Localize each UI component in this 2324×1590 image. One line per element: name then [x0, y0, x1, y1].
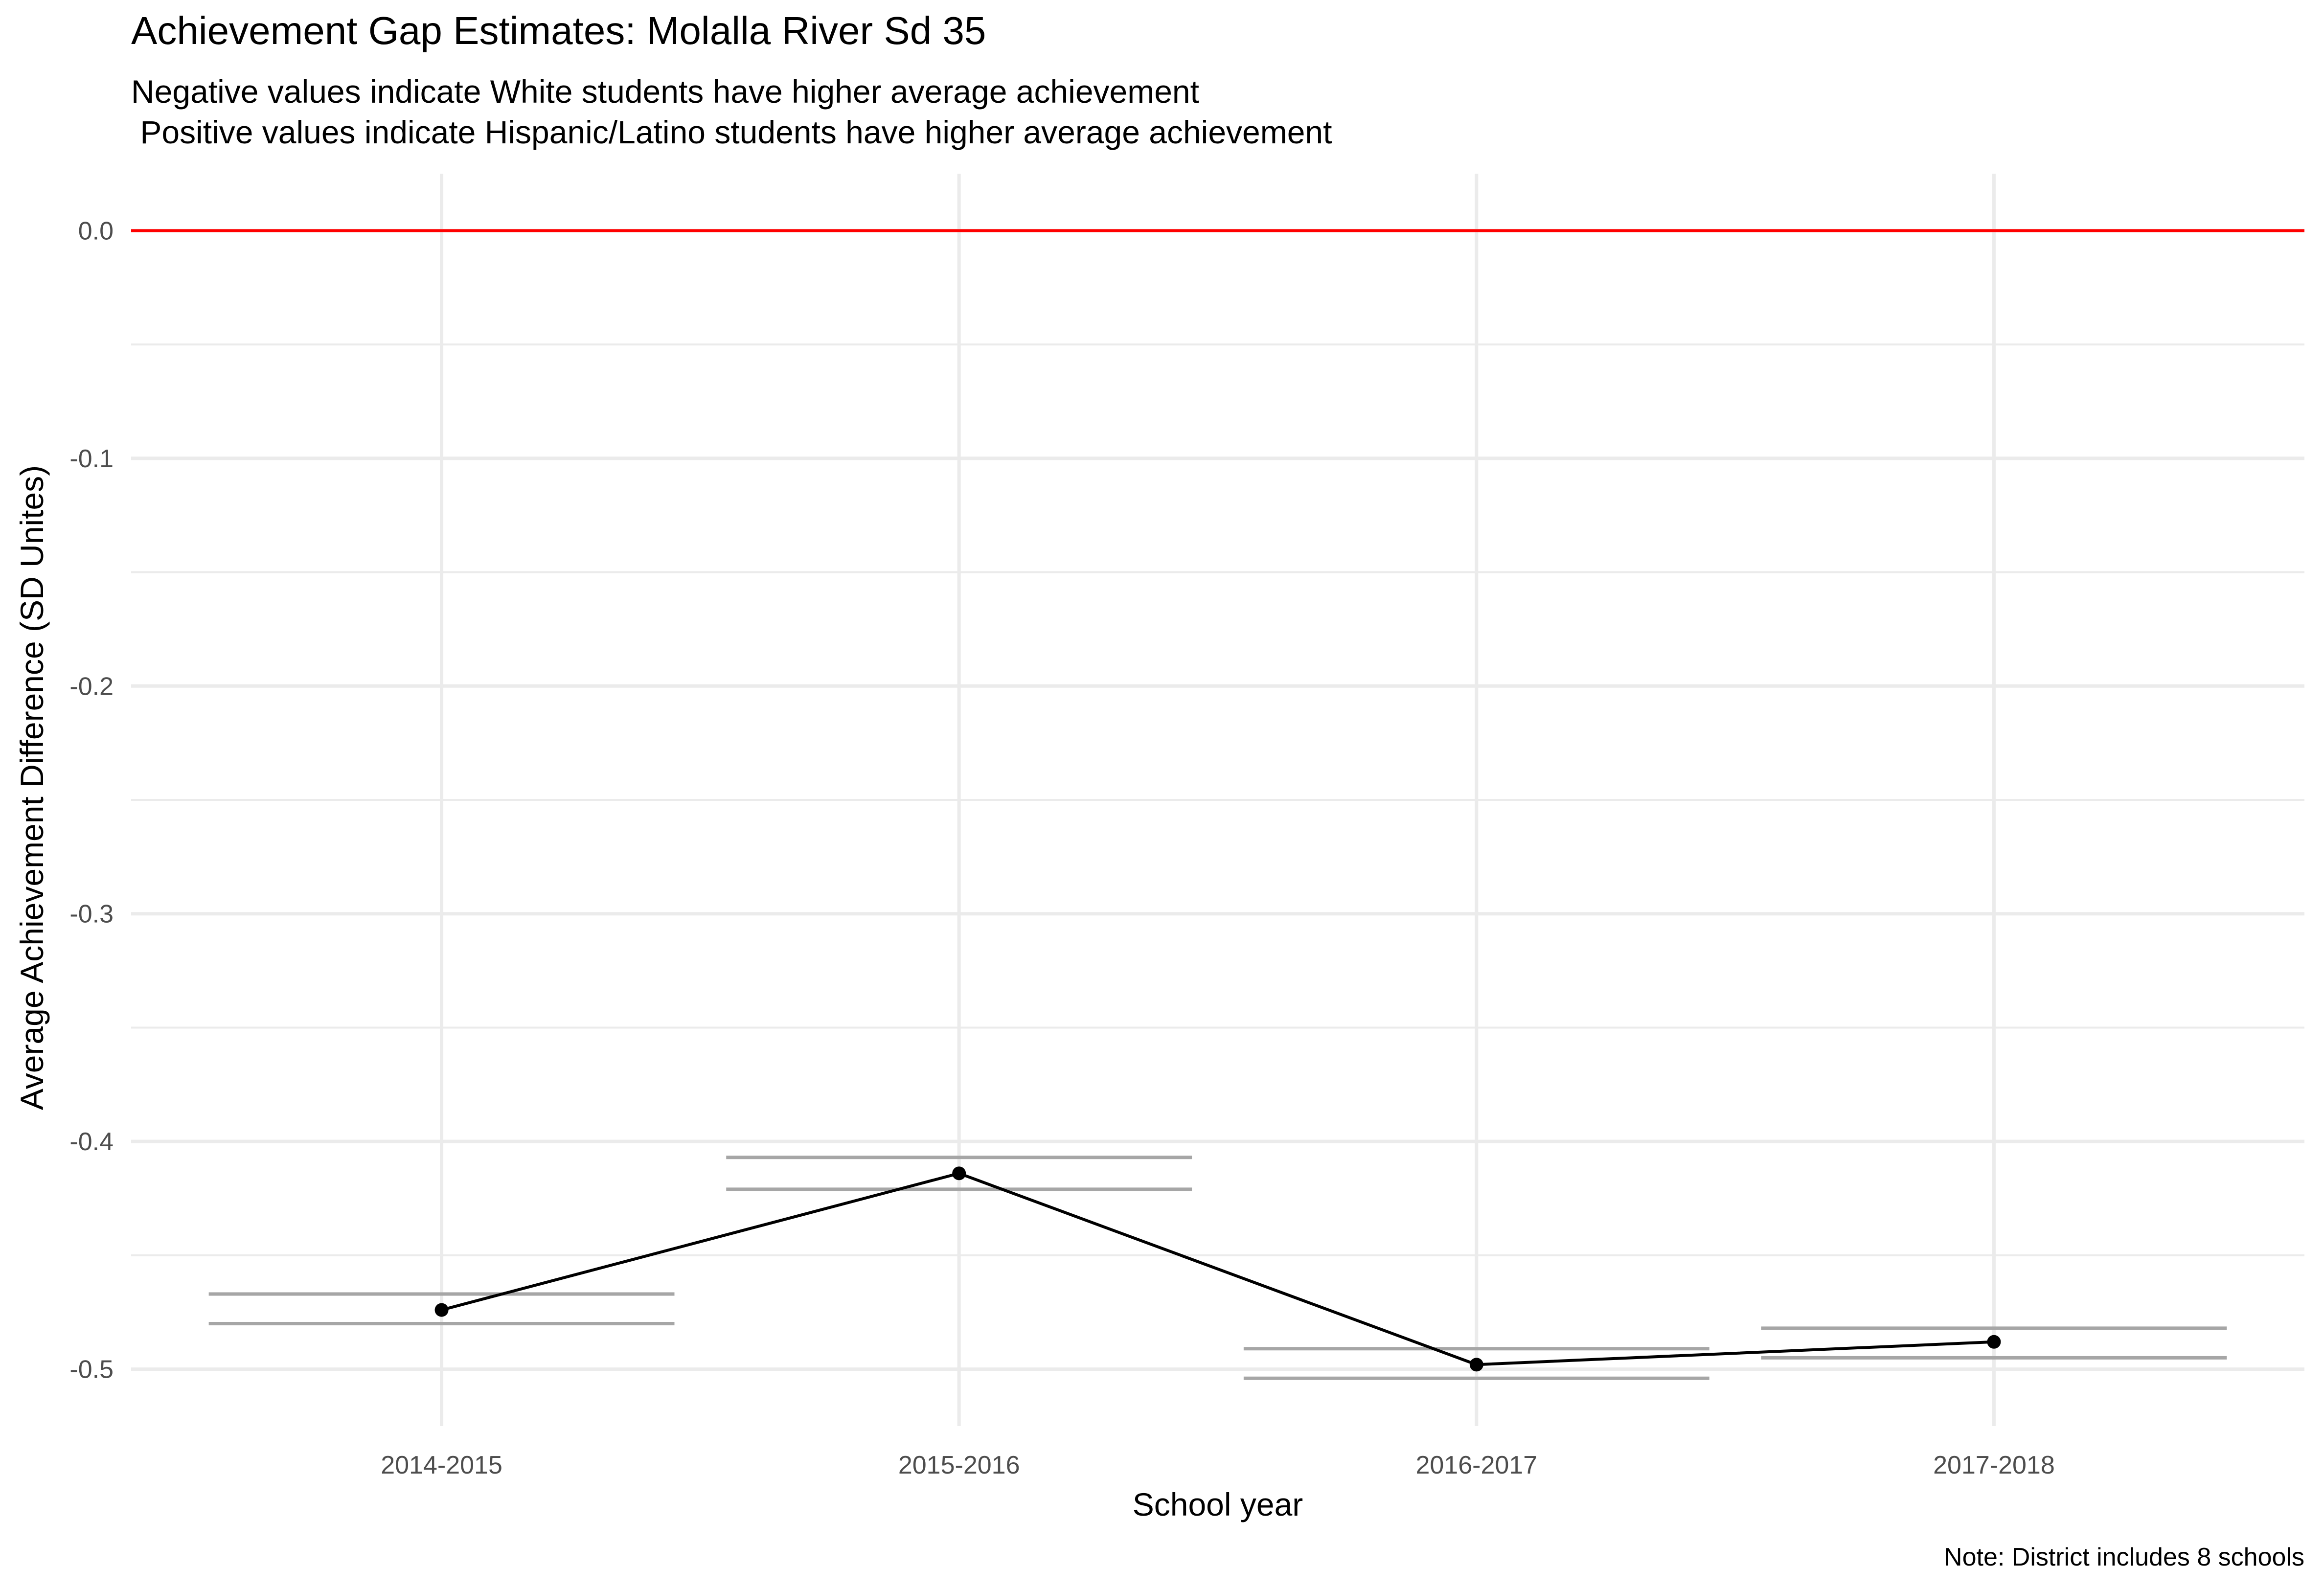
- y-tick-label: -0.4: [69, 1128, 114, 1156]
- x-tick-label: 2016-2017: [1415, 1451, 1537, 1479]
- y-tick-label: -0.5: [69, 1356, 114, 1384]
- y-axis-title: Average Achievement Difference (SD Unite…: [14, 465, 50, 1110]
- chart-title: Achievement Gap Estimates: Molalla River…: [131, 9, 986, 52]
- y-tick-label: -0.2: [69, 672, 114, 701]
- chart-caption: Note: District includes 8 schools: [1944, 1543, 2304, 1571]
- y-tick-label: 0.0: [78, 217, 114, 245]
- data-point: [952, 1166, 966, 1181]
- chart-subtitle-line-1: Negative values indicate White students …: [131, 73, 1199, 110]
- x-tick-label: 2015-2016: [898, 1451, 1020, 1479]
- data-point: [434, 1303, 449, 1317]
- x-tick-label: 2014-2015: [381, 1451, 502, 1479]
- x-tick-label: 2017-2018: [1933, 1451, 2055, 1479]
- interval-lines: [208, 1156, 2227, 1380]
- data-point: [1987, 1335, 2001, 1349]
- x-axis-title: School year: [1133, 1486, 1303, 1522]
- data-point: [1469, 1358, 1483, 1372]
- y-tick-label: -0.1: [69, 445, 114, 473]
- series-line: [441, 1172, 1994, 1366]
- y-tick-label: -0.3: [69, 900, 114, 929]
- x-axis-ticks: 2014-2015 2015-2016 2016-2017 2017-2018: [381, 1451, 2055, 1479]
- chart-subtitle-line-2: Positive values indicate Hispanic/Latino…: [131, 114, 1332, 150]
- y-axis-ticks: 0.0 -0.1 -0.2 -0.3 -0.4 -0.5: [69, 217, 114, 1384]
- grid-lines: [131, 174, 2304, 1426]
- data-series: [434, 1166, 2001, 1372]
